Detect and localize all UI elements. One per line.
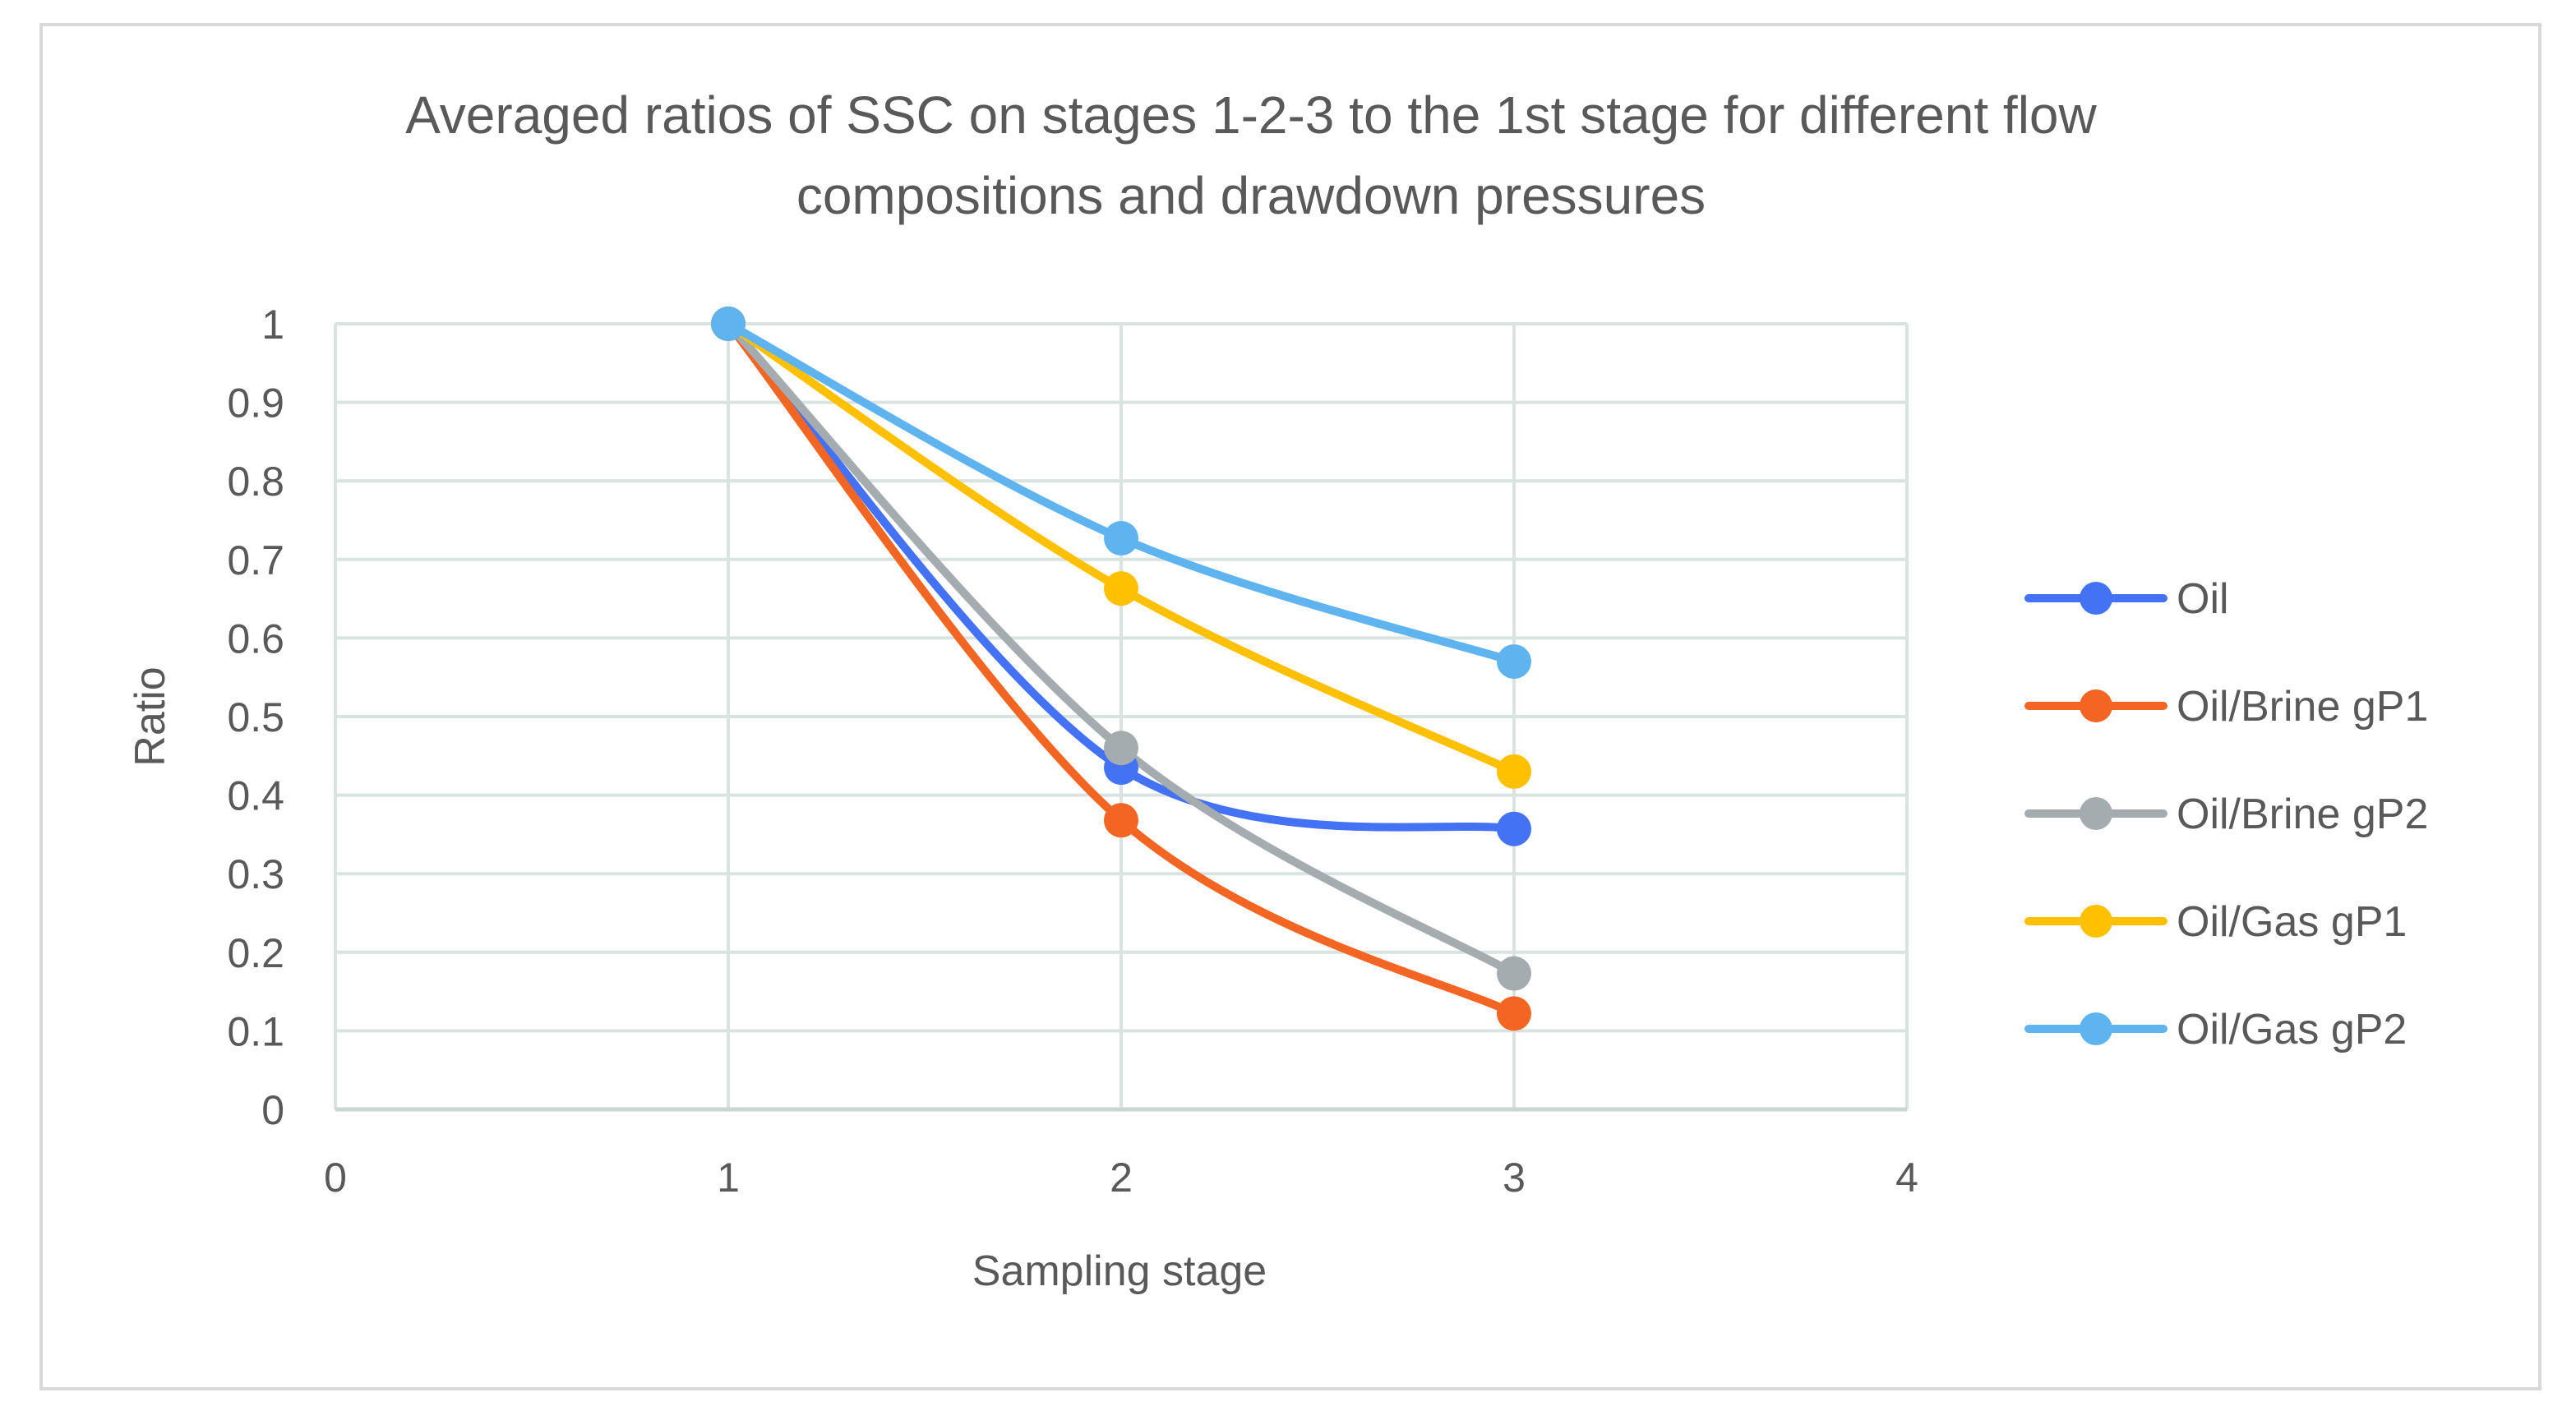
y-tick-label: 0.4: [227, 773, 284, 819]
legend-marker-oil-gas-gp1: [2080, 905, 2112, 938]
x-tick-label: 2: [1110, 1155, 1133, 1201]
legend-marker-oil-brine-gp1: [2080, 689, 2112, 722]
x-axis-title: Sampling stage: [972, 1247, 1267, 1295]
legend-label-oil-gas-gp1: Oil/Gas gP1: [2177, 898, 2407, 946]
data-point-oil-gas-gp2: [711, 307, 746, 341]
data-point-oil-gas-gp1: [1104, 571, 1138, 606]
y-axis-title: Ratio: [127, 666, 174, 766]
x-tick-label: 4: [1895, 1155, 1918, 1201]
data-point-oil: [1497, 811, 1531, 846]
x-tick-label: 1: [717, 1155, 740, 1201]
y-tick-label: 0.6: [227, 615, 284, 662]
legend-marker-oil-brine-gp2: [2080, 797, 2112, 830]
y-tick-label: 0.1: [227, 1008, 284, 1054]
legend-label-oil: Oil: [2177, 575, 2229, 623]
legend-label-oil-brine-gp2: Oil/Brine gP2: [2177, 791, 2428, 838]
y-tick-label: 0: [261, 1087, 284, 1133]
y-tick-label: 0.9: [227, 380, 284, 426]
y-tick-label: 0.3: [227, 851, 284, 897]
series-line-oil-brine-gp1: [724, 320, 1518, 1018]
legend-label-oil-brine-gp1: Oil/Brine gP1: [2177, 683, 2428, 731]
data-point-oil-brine-gp1: [1497, 996, 1531, 1031]
y-tick-label: 0.2: [227, 930, 284, 976]
chart-area: Averaged ratios of SSC on stages 1-2-3 t…: [39, 23, 2541, 1390]
data-point-oil-brine-gp2: [1497, 956, 1531, 991]
data-point-oil-gas-gp1: [1497, 754, 1531, 789]
data-point-oil-brine-gp2: [1104, 731, 1138, 766]
legend: Oil Oil/Brine gP1 Oil/Brine gP2 Oil/Gas gP1…: [2024, 575, 2428, 1053]
y-tick-label: 0.5: [227, 694, 284, 740]
y-tick-label: 0.7: [227, 537, 284, 583]
data-point-oil-gas-gp2: [1497, 644, 1531, 680]
chart-title-line-2: compositions and drawdown pressures: [796, 166, 1706, 225]
legend-marker-oil-gas-gp2: [2080, 1012, 2112, 1045]
x-tick-label: 3: [1503, 1155, 1526, 1201]
series-line-oil: [724, 320, 1518, 833]
data-point-oil-gas-gp2: [1104, 520, 1138, 556]
gridlines: [334, 322, 1909, 1111]
data-point-oil-brine-gp1: [1104, 803, 1138, 838]
chart-svg: Averaged ratios of SSC on stages 1-2-3 t…: [127, 85, 2428, 1295]
axes: 0 0.1 0.2 0.3 0.4 0.5 0.6 0.7 0.8 0.9 1 0 1 2 3 4: [227, 302, 1918, 1201]
y-tick-label: 1: [261, 302, 284, 348]
legend-label-oil-gas-gp2: Oil/Gas gP2: [2177, 1006, 2407, 1053]
y-tick-label: 0.8: [227, 459, 284, 505]
x-tick-label: 0: [324, 1155, 347, 1201]
legend-marker-oil: [2080, 582, 2112, 615]
plot-series: [711, 307, 1531, 1031]
chart-title-line-1: Averaged ratios of SSC on stages 1-2-3 t…: [405, 85, 2097, 145]
